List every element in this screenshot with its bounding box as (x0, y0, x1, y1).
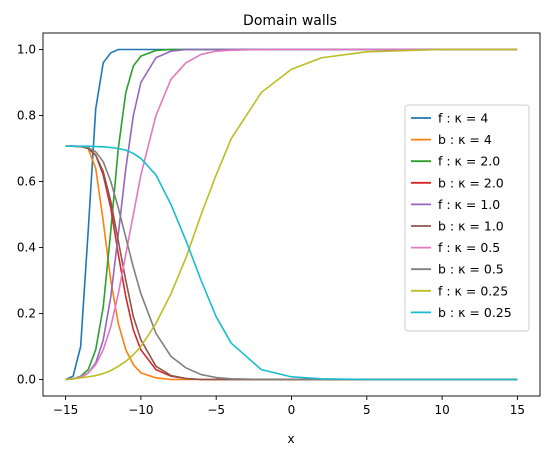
series-line-9 (65, 145, 518, 381)
legend-label-0: f : κ = 4 (438, 111, 488, 126)
x-tick-label: −5 (207, 403, 225, 417)
y-tick-label: 1.0 (17, 43, 36, 57)
series-line-7 (65, 145, 518, 381)
y-tick-label: 0.6 (17, 175, 36, 189)
legend-label-2: f : κ = 2.0 (438, 154, 500, 169)
legend-label-4: f : κ = 1.0 (438, 197, 500, 212)
chart-title: Domain walls (243, 13, 337, 29)
legend: f : κ = 4 b : κ = 4 f : κ = 2.0 b : κ = 2.0… (404, 104, 530, 332)
y-tick-label: 0.2 (17, 307, 36, 321)
legend-label-3: b : κ = 2.0 (438, 175, 504, 190)
series-line-6 (65, 48, 518, 381)
legend-label-9: b : κ = 0.25 (438, 305, 512, 320)
ticks-layer: −15 −10 −5 0 5 10 15 0.0 0.2 0.4 0.6 0.8 1.0 (17, 43, 525, 418)
legend-label-6: f : κ = 0.5 (438, 240, 500, 255)
x-tick-label: −15 (53, 403, 78, 417)
series-line-8 (65, 48, 518, 381)
y-tick-label: 0.4 (17, 241, 36, 255)
legend-label-7: b : κ = 0.5 (438, 262, 504, 277)
y-tick-label: 0.0 (17, 373, 36, 387)
legend-label-8: f : κ = 0.25 (438, 283, 508, 298)
x-tick-label: 15 (510, 403, 525, 417)
x-tick-label: 10 (434, 403, 449, 417)
y-tick-label: 0.8 (17, 109, 36, 123)
series-layer (65, 48, 518, 381)
legend-label-5: b : κ = 1.0 (438, 219, 504, 234)
legend-box (404, 104, 530, 332)
x-tick-label: 5 (363, 403, 371, 417)
legend-label-1: b : κ = 4 (438, 132, 492, 147)
x-tick-label: 0 (288, 403, 296, 417)
x-tick-label: −10 (128, 403, 153, 417)
x-axis-label: x (287, 432, 294, 446)
